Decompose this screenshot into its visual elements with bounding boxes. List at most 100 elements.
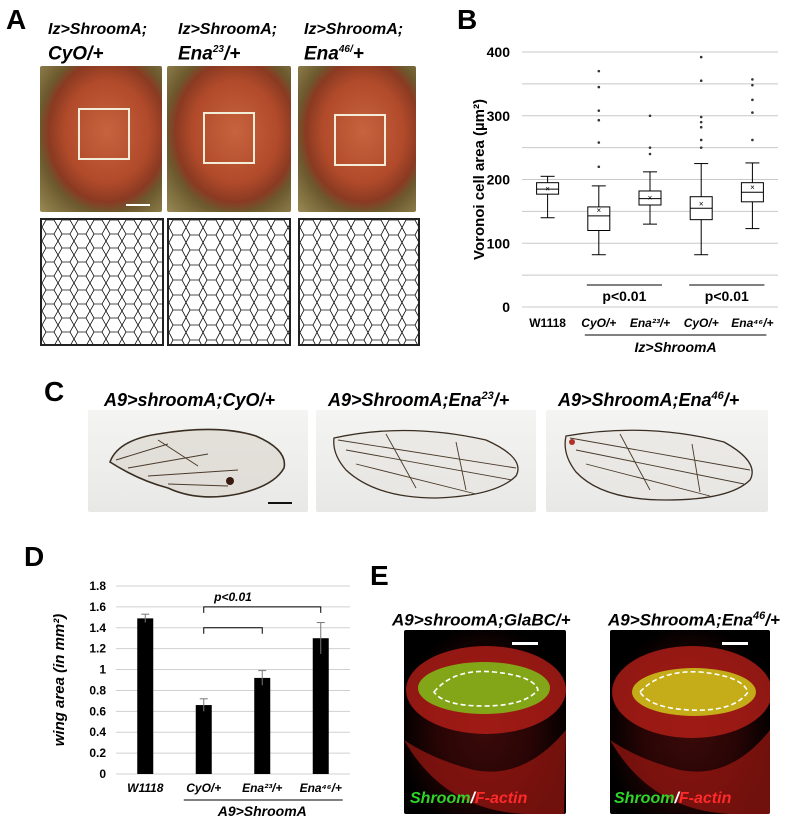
outlier-point [597, 69, 601, 73]
mean-marker: × [648, 193, 653, 202]
bar [137, 618, 154, 774]
outlier-point [648, 146, 652, 149]
panel-a-genotype-1: Iz>ShroomA; CyO/+ [48, 20, 147, 64]
y-tick-label: 400 [487, 44, 511, 60]
voronoi-cells [42, 220, 162, 344]
y-tick-label: 1.2 [89, 642, 106, 656]
confocal-title-glabc: A9>shroomA;GlaBC/+ [392, 606, 571, 631]
outlier-point [751, 78, 754, 81]
zoom-box [334, 114, 386, 166]
genotype-allele: CyO [48, 43, 88, 65]
group-label: A9>ShroomA [217, 803, 307, 819]
outlier-point [648, 152, 652, 156]
panel-c-letter: C [44, 376, 65, 407]
box [638, 190, 662, 206]
x-tick-label: W1118 [529, 316, 566, 330]
wing-drawing [333, 429, 519, 499]
genotype-line1: Iz>ShroomA; [178, 21, 278, 38]
wing-drawing [564, 429, 753, 501]
x-tick-label: W1118 [127, 781, 164, 795]
genotype-line1: Iz>ShroomA; [304, 21, 404, 38]
outlier-point [648, 114, 652, 118]
box [587, 206, 611, 232]
y-tick-label: 0.8 [89, 683, 106, 697]
wing-photo-ena46 [546, 410, 768, 512]
panel-a-genotype-3: Iz>ShroomA; Ena46/+ [304, 20, 403, 64]
zoom-box [78, 108, 130, 160]
genotype-allele: Ena [178, 43, 213, 65]
outlier-point [699, 55, 703, 59]
title-main: A9>shroomA;CyO/+ [104, 390, 276, 410]
eye-photo-ena46 [298, 66, 416, 212]
y-tick-label: 1.8 [89, 579, 106, 593]
voronoi-map-ena23 [167, 218, 291, 346]
title-main: A9>ShroomA;Ena [608, 610, 753, 630]
zoom-box [203, 112, 255, 164]
confocal-drawing [610, 642, 770, 814]
eye-photo-ena23 [167, 66, 291, 212]
y-tick-label: 0.6 [89, 704, 106, 718]
voronoi-map-cyo [40, 218, 164, 346]
bar [195, 705, 212, 774]
y-tick-label: 0 [502, 299, 510, 315]
mean-marker: × [596, 206, 601, 215]
wing-photo-ena23 [316, 410, 536, 512]
x-tick-label: CyO/+ [581, 316, 616, 330]
wing-title-cyo: A9>shroomA;CyO/+ [104, 386, 275, 410]
y-axis-label: wing area (in mm²) [51, 614, 68, 747]
panel-a-letter: A [6, 4, 27, 35]
stain-red: F-actin [678, 790, 732, 807]
title-sup: 23 [481, 390, 494, 402]
outlier-point [699, 125, 703, 129]
outlier-point [597, 118, 601, 122]
wing-title-ena46: A9>ShroomA;Ena46/+ [558, 386, 739, 410]
confocal-image-ena46: Shroom/F-actin [610, 630, 770, 814]
genotype-line1: Iz>ShroomA; [48, 21, 148, 38]
voronoi-cells [300, 220, 418, 344]
voronoi-map-ena46 [298, 218, 420, 346]
mean-marker: × [750, 183, 755, 192]
voronoi-boxplot: 0 100 200 300 400 Voronoi cell area (µm²) × W11… [471, 44, 778, 355]
outlier-point [751, 111, 754, 114]
p-value-label: p<0.01 [602, 288, 646, 304]
x-tick-label: Ena⁴⁶/+ [731, 316, 773, 330]
stain-red: F-actin [474, 790, 528, 807]
title-main: A9>ShroomA;Ena [558, 390, 712, 410]
wing-photo-cyo [88, 410, 308, 512]
panel-d-letter: D [24, 541, 45, 572]
x-tick-label: CyO/+ [186, 781, 221, 795]
x-tick-label: Ena²³/+ [242, 781, 282, 795]
significance-bracket [203, 606, 322, 613]
genotype-sup: 46/ [338, 44, 353, 55]
genotype-allele: Ena [304, 43, 339, 65]
y-tick-label: 0 [99, 767, 106, 781]
title-sup: 46 [711, 390, 724, 402]
bar [312, 638, 329, 774]
p-value-label: p<0.01 [213, 590, 252, 604]
outlier-point [699, 146, 703, 149]
y-tick-label: 1.4 [89, 621, 106, 635]
title-main: A9>shroomA;GlaBC/+ [392, 610, 571, 630]
y-tick-label: 1.6 [89, 600, 106, 614]
outlier-point [597, 141, 601, 144]
outlier-point [699, 115, 703, 119]
genotype-tail: /+ [223, 43, 241, 65]
x-tick-label: Ena²³/+ [630, 316, 670, 330]
outlier-point [699, 138, 703, 142]
p-value-label: p<0.01 [705, 288, 749, 304]
x-tick-label: CyO/+ [684, 316, 719, 330]
group-label: Iz>ShroomA [635, 339, 717, 355]
confocal-title-ena46: A9>ShroomA;Ena46/+ [608, 606, 780, 631]
scale-bar [126, 204, 150, 206]
mean-marker: × [545, 184, 550, 193]
bar [254, 677, 271, 774]
wing-title-ena23: A9>ShroomA;Ena23/+ [328, 386, 509, 410]
y-axis-label: Voronoi cell area (µm²) [471, 99, 488, 260]
outlier-point [751, 98, 754, 102]
y-tick-label: 200 [487, 172, 511, 188]
eye-photo-cyo [40, 66, 162, 212]
wing-area-barchart: 0 0.2 0.4 0.6 0.8 1 1.2 1.4 1.6 1.8 wing area (in … [51, 579, 350, 819]
mean-marker: × [699, 200, 704, 209]
panel-b-letter: B [457, 4, 478, 35]
genotype-tail: /+ [87, 43, 104, 65]
